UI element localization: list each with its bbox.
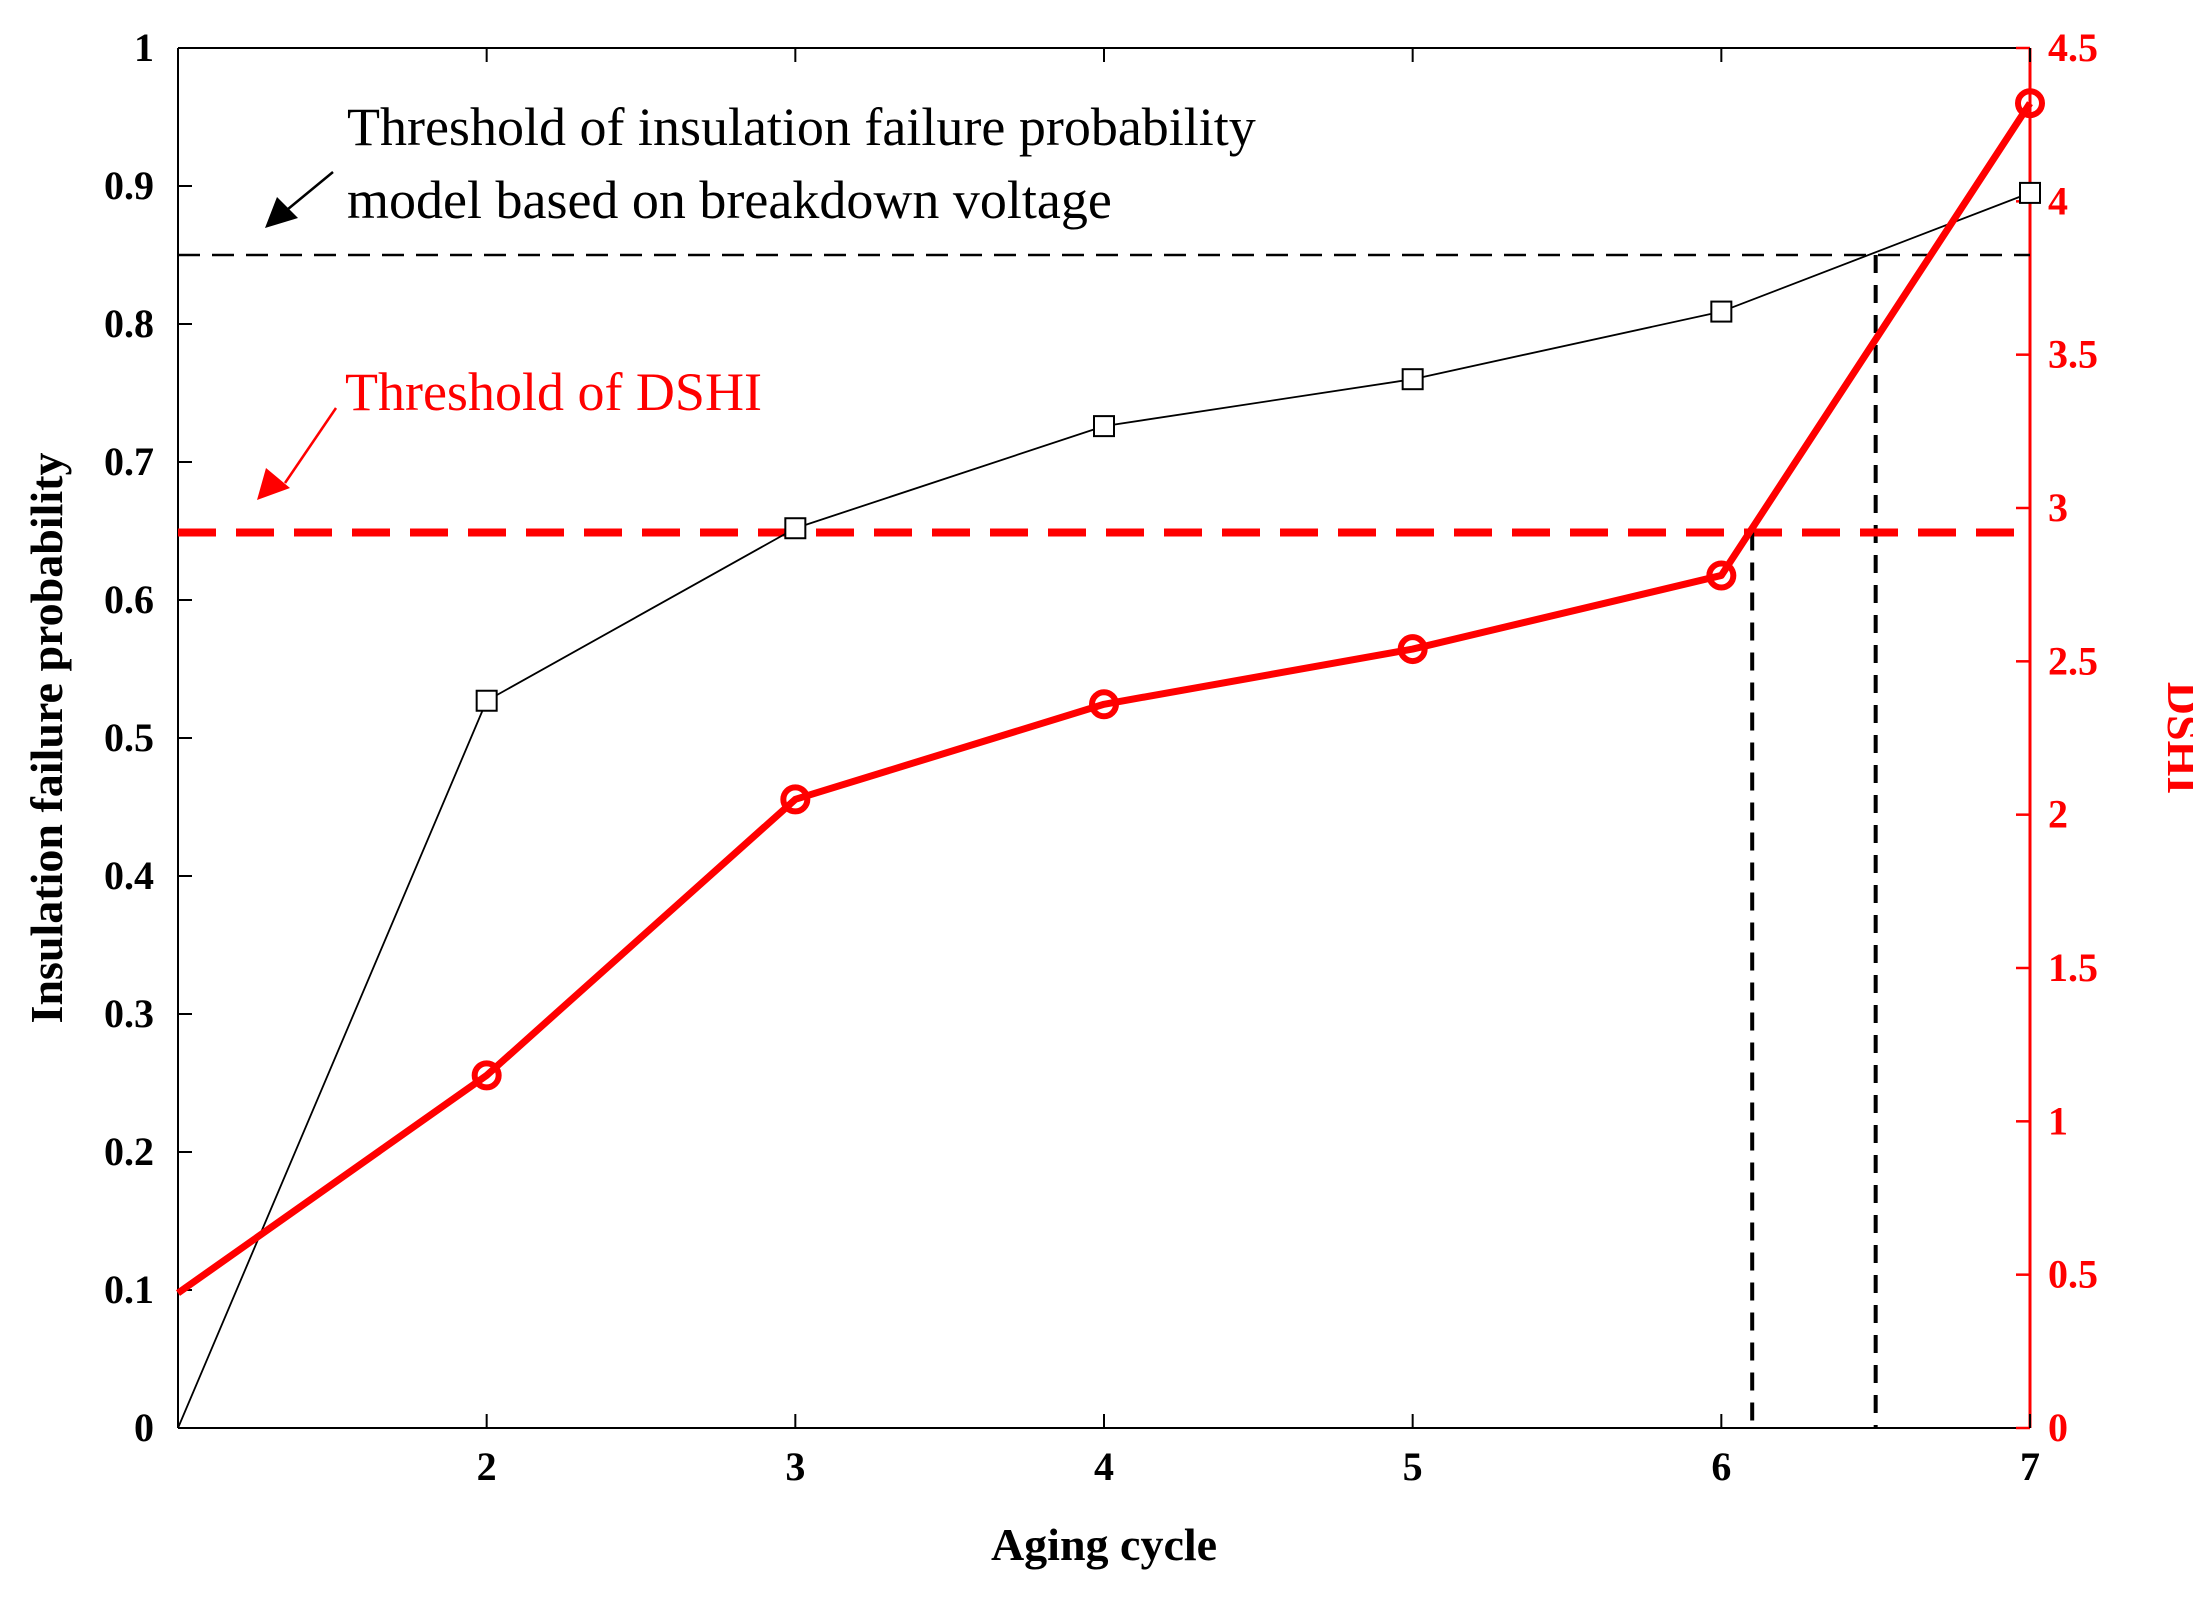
x-tick-label: 5 [1403, 1444, 1423, 1489]
dshi-point-marker [1706, 560, 1737, 591]
left-axis-ticks: 0 0.1 0.2 0.3 0.4 0.5 0.6 0.7 0.8 0.9 1 [104, 25, 192, 1450]
y-left-tick-label: 0.7 [104, 439, 154, 484]
x-tick-label: 3 [785, 1444, 805, 1489]
annotation-red-arrow [257, 407, 338, 500]
y-right-tick-label: 0 [2048, 1405, 2068, 1450]
y-right-tick-label: 1 [2048, 1098, 2068, 1143]
right-axis-ticks: 0 0.5 1 1.5 2 2.5 3 3.5 4 4.5 [2016, 25, 2098, 1450]
y-right-tick-label: 3 [2048, 485, 2068, 530]
dshi-point-marker [780, 784, 811, 815]
y-right-tick-label: 2.5 [2048, 638, 2098, 683]
y-right-tick-label: 1.5 [2048, 945, 2098, 990]
y-left-tick-label: 0.6 [104, 577, 154, 622]
y-axis-right-label: DSHI [2158, 682, 2193, 794]
annotation-black-line-2: model based on breakdown voltage [347, 170, 1112, 230]
y-left-tick-label: 0.9 [104, 163, 154, 208]
y-left-tick-label: 0.5 [104, 715, 154, 760]
dshi-series-line [175, 101, 2033, 1296]
y-right-tick-label: 2 [2048, 792, 2068, 837]
threshold-lines [178, 253, 2030, 1428]
probability-point-marker [784, 517, 807, 540]
y-left-tick-label: 0.1 [104, 1267, 154, 1312]
y-axis-left-label: Insulation failure probability [21, 453, 72, 1024]
probability-point-marker [475, 689, 498, 712]
probability-point-marker [1093, 415, 1115, 438]
dshi-point-marker [1397, 634, 1428, 665]
y-right-tick-label: 4.5 [2048, 25, 2098, 70]
probability-point-marker [1401, 368, 1424, 391]
y-left-tick-label: 0.3 [104, 991, 154, 1036]
y-left-tick-label: 0 [134, 1405, 154, 1450]
x-axis-label: Aging cycle [991, 1519, 1217, 1570]
dshi-point-marker [471, 1060, 502, 1091]
y-left-tick-label: 0.4 [104, 853, 154, 898]
x-tick-label: 2 [477, 1444, 497, 1489]
annotation-red-label: Threshold of DSHI [345, 362, 762, 422]
dshi-point-marker [1089, 689, 1119, 720]
y-right-tick-label: 4 [2048, 178, 2068, 223]
y-left-tick-label: 0.8 [104, 301, 154, 346]
series-layer [175, 88, 2045, 1429]
y-right-tick-label: 0.5 [2048, 1252, 2098, 1297]
annotation-black-arrow [265, 171, 334, 228]
y-right-tick-label: 3.5 [2048, 332, 2098, 377]
x-tick-label: 7 [2020, 1444, 2040, 1489]
x-tick-label: 4 [1094, 1444, 1114, 1489]
x-tick-label: 6 [1711, 1444, 1731, 1489]
probability-point-marker [1710, 300, 1733, 323]
annotation-black-line-1: Threshold of insulation failure probabil… [347, 97, 1256, 157]
probability-point-marker [2019, 181, 2041, 204]
y-left-tick-label: 1 [134, 25, 154, 70]
x-axis-ticks: 2 3 4 5 6 7 [477, 48, 2040, 1489]
dshi-point-marker [2015, 88, 2045, 119]
y-left-tick-label: 0.2 [104, 1129, 154, 1174]
